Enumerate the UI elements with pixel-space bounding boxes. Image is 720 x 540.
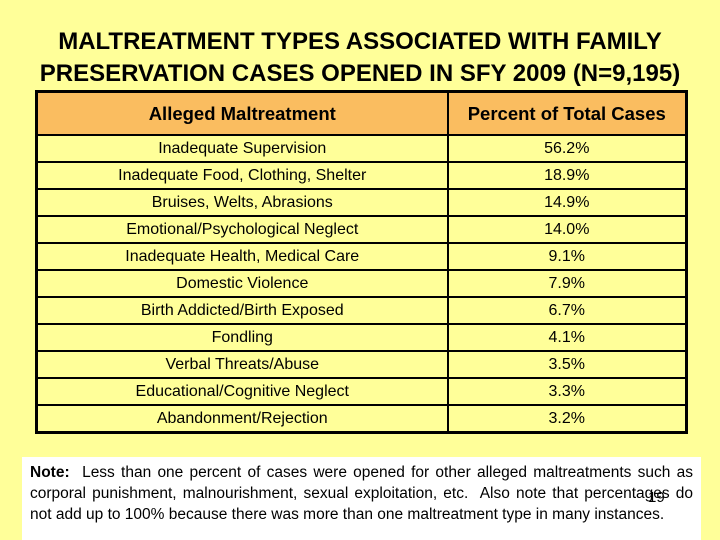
percent-cell: 3.5% <box>446 350 688 379</box>
maltreatment-cell: Abandonment/Rejection <box>35 404 449 434</box>
note-label: Note: <box>30 464 70 481</box>
percent-cell: 3.3% <box>446 377 688 406</box>
table-row: Inadequate Health, Medical Care 9.1% <box>35 242 688 271</box>
table-row: Birth Addicted/Birth Exposed 6.7% <box>35 296 688 325</box>
percent-cell: 56.2% <box>446 134 688 163</box>
maltreatment-cell: Domestic Violence <box>35 269 449 298</box>
table-header-row: Alleged Maltreatment Percent of Total Ca… <box>35 90 688 136</box>
title-line-1: MALTREATMENT TYPES ASSOCIATED WITH FAMIL… <box>58 28 662 55</box>
table-row: Bruises, Welts, Abrasions 14.9% <box>35 188 688 217</box>
table-row: Verbal Threats/Abuse 3.5% <box>35 350 688 379</box>
percent-cell: 14.0% <box>446 215 688 244</box>
maltreatment-cell: Inadequate Health, Medical Care <box>35 242 449 271</box>
note-text: Note: Less than one percent of cases wer… <box>30 462 693 525</box>
percent-cell: 4.1% <box>446 323 688 352</box>
title-line-2: PRESERVATION CASES OPENED IN SFY 2009 (N… <box>39 60 681 87</box>
table-row: Inadequate Supervision 56.2% <box>35 134 688 163</box>
maltreatment-cell: Inadequate Supervision <box>35 134 449 163</box>
maltreatment-cell: Fondling <box>35 323 449 352</box>
percent-cell: 9.1% <box>446 242 688 271</box>
table-header-alleged-maltreatment: Alleged Maltreatment <box>35 90 449 136</box>
maltreatment-table: Alleged Maltreatment Percent of Total Ca… <box>35 90 688 434</box>
percent-cell: 6.7% <box>446 296 688 325</box>
note-box: Note: Less than one percent of cases wer… <box>22 457 701 540</box>
maltreatment-cell: Bruises, Welts, Abrasions <box>35 188 449 217</box>
percent-cell: 14.9% <box>446 188 688 217</box>
slide-title: MALTREATMENT TYPES ASSOCIATED WITH FAMIL… <box>10 26 710 90</box>
table-header-percent-of-total-cases: Percent of Total Cases <box>446 90 688 136</box>
maltreatment-cell: Birth Addicted/Birth Exposed <box>35 296 449 325</box>
page-number: 19 <box>648 489 665 506</box>
maltreatment-cell: Verbal Threats/Abuse <box>35 350 449 379</box>
table-row: Fondling 4.1% <box>35 323 688 352</box>
table-row: Educational/Cognitive Neglect 3.3% <box>35 377 688 406</box>
note-body: Less than one percent of cases were open… <box>30 464 693 523</box>
percent-cell: 18.9% <box>446 161 688 190</box>
maltreatment-cell: Inadequate Food, Clothing, Shelter <box>35 161 449 190</box>
percent-cell: 7.9% <box>446 269 688 298</box>
table-row: Inadequate Food, Clothing, Shelter 18.9% <box>35 161 688 190</box>
table-row: Emotional/Psychological Neglect 14.0% <box>35 215 688 244</box>
maltreatment-cell: Emotional/Psychological Neglect <box>35 215 449 244</box>
percent-cell: 3.2% <box>446 404 688 434</box>
maltreatment-cell: Educational/Cognitive Neglect <box>35 377 449 406</box>
table-row: Domestic Violence 7.9% <box>35 269 688 298</box>
table-row: Abandonment/Rejection 3.2% <box>35 404 688 434</box>
